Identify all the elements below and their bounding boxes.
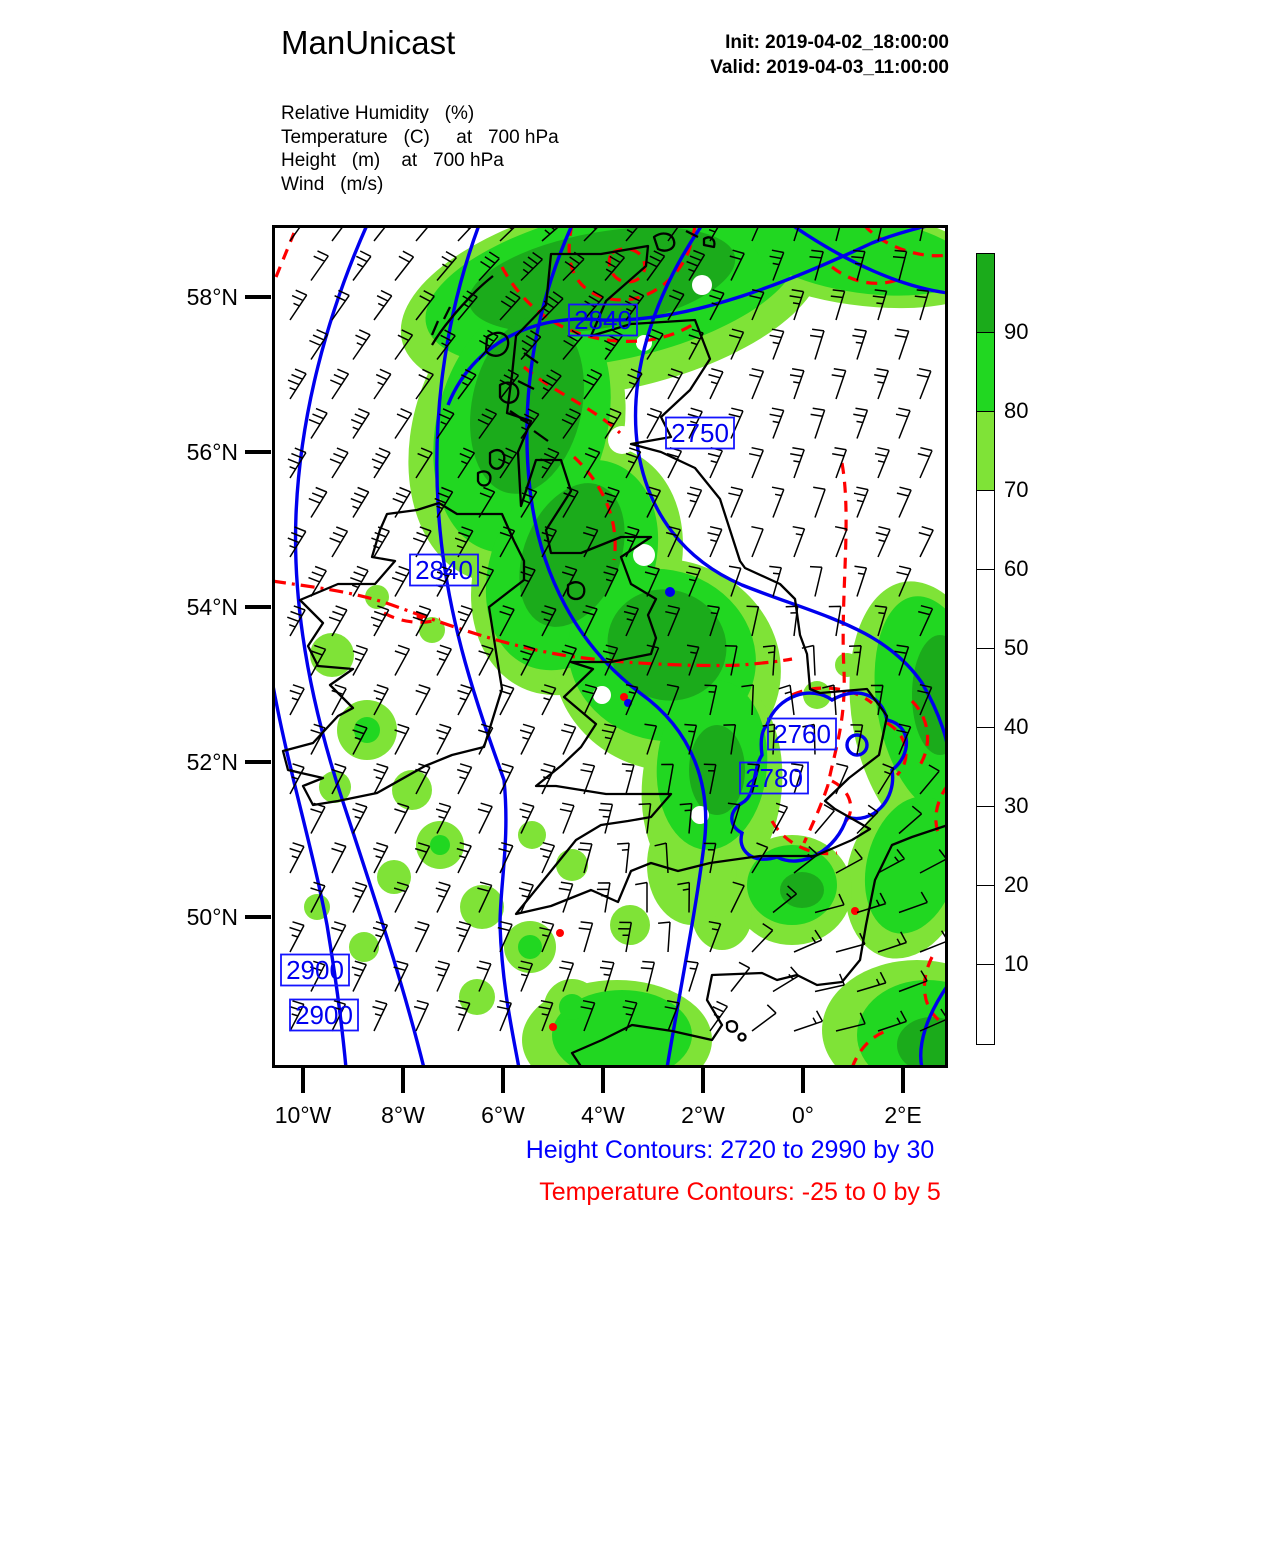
colorbar-segment bbox=[977, 965, 994, 1044]
lat-tick bbox=[245, 450, 271, 454]
lat-tick bbox=[245, 760, 271, 764]
run-times: Init: 2019-04-02_18:00:00 Valid: 2019-04-… bbox=[710, 30, 949, 80]
colorbar-label: 50 bbox=[1004, 635, 1029, 660]
height-contour-label: 2750 bbox=[665, 416, 735, 450]
colorbar-label: 20 bbox=[1004, 872, 1029, 897]
lon-tick bbox=[901, 1068, 905, 1093]
height-contour-label: 2900 bbox=[289, 998, 359, 1032]
height-contour-labels: 2840 2750 2840 2760 2780 2900 2900 bbox=[280, 303, 837, 1032]
wind-barbs bbox=[287, 225, 948, 1032]
colorbar-segment bbox=[977, 333, 994, 412]
colorbar-label: 60 bbox=[1004, 556, 1029, 581]
colorbar-segment bbox=[977, 886, 994, 965]
lon-tick bbox=[801, 1068, 805, 1093]
svg-text:2900: 2900 bbox=[295, 1000, 353, 1030]
colorbar-label: 40 bbox=[1004, 714, 1029, 739]
svg-text:2840: 2840 bbox=[415, 555, 473, 585]
lat-tick-label: 50°N bbox=[186, 904, 238, 930]
valid-label: Valid: 2019-04-03_11:00:00 bbox=[710, 57, 949, 78]
parameter-line: Temperature (C) at 700 hPa bbox=[281, 126, 559, 148]
map-panel: 2840 2750 2840 2760 2780 2900 2900 bbox=[272, 225, 948, 1068]
height-contour-label: 2760 bbox=[767, 717, 837, 751]
svg-text:2840: 2840 bbox=[574, 305, 632, 335]
lat-tick-label: 56°N bbox=[186, 439, 238, 465]
lon-tick-label: 6°W bbox=[481, 1102, 525, 1128]
lon-tick-label: 0° bbox=[792, 1102, 814, 1128]
init-label: Init: 2019-04-02_18:00:00 bbox=[725, 32, 949, 53]
temperature-contour-caption: Temperature Contours: -25 to 0 by 5 bbox=[539, 1178, 941, 1206]
colorbar-label: 10 bbox=[1004, 951, 1029, 976]
lon-tick-label: 8°W bbox=[381, 1102, 425, 1128]
colorbar-segment bbox=[977, 728, 994, 807]
wind-barb-field bbox=[287, 225, 948, 1032]
height-contour-label: 2840 bbox=[568, 303, 638, 337]
height-contour-label: 2780 bbox=[739, 761, 809, 795]
parameter-list: Relative Humidity (%) Temperature (C) at … bbox=[281, 102, 559, 196]
page-title: ManUnicast bbox=[281, 24, 456, 61]
lon-tick-label: 2°E bbox=[884, 1102, 922, 1128]
lon-tick-label: 2°W bbox=[681, 1102, 725, 1128]
lat-tick-label: 52°N bbox=[186, 749, 238, 775]
colorbar-segment bbox=[977, 412, 994, 491]
parameter-line: Wind (m/s) bbox=[281, 173, 384, 195]
lat-tick-label: 58°N bbox=[186, 284, 238, 310]
lon-tick-label: 4°W bbox=[581, 1102, 625, 1128]
svg-text:2750: 2750 bbox=[671, 418, 729, 448]
colorbar-segment bbox=[977, 570, 994, 649]
lat-tick-label: 54°N bbox=[186, 594, 238, 620]
humidity-dry-holes bbox=[565, 275, 712, 824]
svg-text:2900: 2900 bbox=[286, 955, 344, 985]
lat-tick bbox=[245, 605, 271, 609]
temperature-contour-dots bbox=[416, 613, 859, 1031]
lon-tick bbox=[601, 1068, 605, 1093]
height-contour-label: 2900 bbox=[280, 953, 350, 987]
map-svg: 2840 2750 2840 2760 2780 2900 2900 bbox=[272, 225, 948, 1068]
coastlines bbox=[281, 229, 948, 1068]
colorbar-segment bbox=[977, 649, 994, 728]
parameter-line: Height (m) at 700 hPa bbox=[281, 150, 504, 171]
colorbar-segment bbox=[977, 807, 994, 886]
lat-tick bbox=[245, 915, 271, 919]
map-frame bbox=[272, 225, 948, 1068]
colorbar-label: 80 bbox=[1004, 398, 1029, 423]
svg-text:2760: 2760 bbox=[773, 719, 831, 749]
lon-tick bbox=[501, 1068, 505, 1093]
height-contour-label: 2840 bbox=[409, 553, 479, 587]
colorbar-segment bbox=[977, 491, 994, 570]
colorbar-label: 30 bbox=[1004, 793, 1029, 818]
height-contour-caption: Height Contours: 2720 to 2990 by 30 bbox=[525, 1136, 935, 1164]
lon-tick bbox=[401, 1068, 405, 1093]
parameter-line: Relative Humidity (%) bbox=[281, 103, 475, 124]
lon-tick-label: 10°W bbox=[274, 1102, 332, 1128]
colorbar-label: 70 bbox=[1004, 477, 1029, 502]
colorbar-segment bbox=[977, 254, 994, 333]
colorbar bbox=[976, 253, 995, 1045]
svg-text:2780: 2780 bbox=[745, 763, 803, 793]
colorbar-label: 90 bbox=[1004, 319, 1029, 344]
lon-tick bbox=[301, 1068, 305, 1093]
lon-tick bbox=[701, 1068, 705, 1093]
lat-tick bbox=[245, 295, 271, 299]
